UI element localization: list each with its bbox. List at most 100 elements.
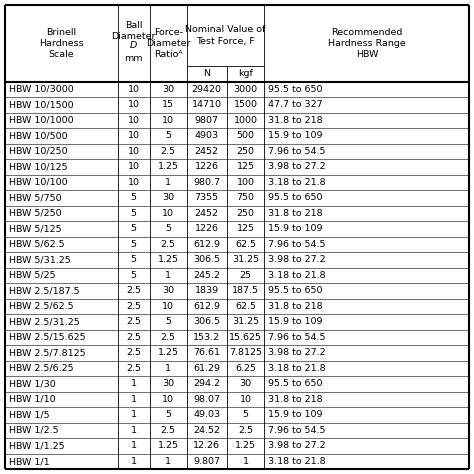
Text: HBW 1/1: HBW 1/1 [9,457,49,466]
Text: 3.98 to 27.2: 3.98 to 27.2 [268,162,326,171]
Text: 15.9 to 109: 15.9 to 109 [268,131,323,140]
Text: HBW 5/31.25: HBW 5/31.25 [9,255,70,264]
Text: 30: 30 [162,85,174,94]
Text: 750: 750 [237,193,255,202]
Text: 187.5: 187.5 [232,286,259,295]
Text: 1: 1 [131,395,137,404]
Text: HBW 2.5/15.625: HBW 2.5/15.625 [9,333,85,342]
Text: 1: 1 [165,364,171,373]
Text: 3.18 to 21.8: 3.18 to 21.8 [268,271,326,280]
Text: 12.26: 12.26 [193,441,220,450]
Text: 10: 10 [128,147,140,156]
Text: 1: 1 [131,380,137,389]
Text: HBW 10/125: HBW 10/125 [9,162,67,171]
Text: 1.25: 1.25 [158,255,179,264]
Text: 76.61: 76.61 [193,348,220,357]
Text: 1.25: 1.25 [158,441,179,450]
Text: 15.9 to 109: 15.9 to 109 [268,410,323,419]
Text: 5: 5 [131,240,137,249]
Text: 31.8 to 218: 31.8 to 218 [268,209,323,218]
Text: 95.5 to 650: 95.5 to 650 [268,380,323,389]
Text: 5: 5 [165,224,171,233]
Text: 25: 25 [239,271,252,280]
Text: 612.9: 612.9 [193,240,220,249]
Text: 306.5: 306.5 [193,318,220,327]
Text: 10: 10 [162,302,174,311]
Text: HBW 2.5/6.25: HBW 2.5/6.25 [9,364,73,373]
Text: 4903: 4903 [195,131,219,140]
Text: 7.96 to 54.5: 7.96 to 54.5 [268,426,326,435]
Text: 306.5: 306.5 [193,255,220,264]
Text: Brinell
Hardness
Scale: Brinell Hardness Scale [39,27,83,59]
Text: 98.07: 98.07 [193,395,220,404]
Text: 2.5: 2.5 [126,333,141,342]
Text: 7.96 to 54.5: 7.96 to 54.5 [268,333,326,342]
Text: 6.25: 6.25 [235,364,256,373]
Text: 2.5: 2.5 [126,302,141,311]
Text: 31.8 to 218: 31.8 to 218 [268,395,323,404]
Text: 95.5 to 650: 95.5 to 650 [268,286,323,295]
Text: 1: 1 [131,441,137,450]
Text: 10: 10 [162,116,174,125]
Text: 5: 5 [131,271,137,280]
Text: Recommended
Hardness Range
HBW: Recommended Hardness Range HBW [328,27,406,59]
Text: 15.625: 15.625 [229,333,262,342]
Text: 1.25: 1.25 [158,348,179,357]
Text: Force-
Diameter
Ratioᴬ: Force- Diameter Ratioᴬ [146,27,191,59]
Text: HBW 5/750: HBW 5/750 [9,193,61,202]
Text: 1.25: 1.25 [158,162,179,171]
Text: 1.25: 1.25 [235,441,256,450]
Text: HBW 10/1000: HBW 10/1000 [9,116,73,125]
Text: HBW 1/1.25: HBW 1/1.25 [9,441,64,450]
Text: 3000: 3000 [234,85,257,94]
Text: HBW 1/10: HBW 1/10 [9,395,55,404]
Text: 10: 10 [239,395,252,404]
Text: 5: 5 [165,318,171,327]
Text: kgf: kgf [238,70,253,78]
Text: 30: 30 [239,380,252,389]
Text: N: N [203,70,210,78]
Text: 7.96 to 54.5: 7.96 to 54.5 [268,147,326,156]
Text: HBW 10/3000: HBW 10/3000 [9,85,73,94]
Text: HBW 2.5/31.25: HBW 2.5/31.25 [9,318,79,327]
Text: 62.5: 62.5 [235,240,256,249]
Text: 245.2: 245.2 [193,271,220,280]
Text: HBW 10/100: HBW 10/100 [9,178,67,187]
Text: 2452: 2452 [195,147,219,156]
Text: 24.52: 24.52 [193,426,220,435]
Text: HBW 10/250: HBW 10/250 [9,147,67,156]
Text: 95.5 to 650: 95.5 to 650 [268,85,323,94]
Text: 3.18 to 21.8: 3.18 to 21.8 [268,178,326,187]
Text: 2.5: 2.5 [161,147,176,156]
Text: 3.98 to 27.2: 3.98 to 27.2 [268,348,326,357]
Text: 5: 5 [131,193,137,202]
Text: 125: 125 [237,162,255,171]
Text: 1226: 1226 [195,162,219,171]
Text: 10: 10 [128,85,140,94]
Text: HBW 2.5/7.8125: HBW 2.5/7.8125 [9,348,85,357]
Text: 125: 125 [237,224,255,233]
Text: Nominal Value of
Test Force, F: Nominal Value of Test Force, F [185,26,266,46]
Text: 62.5: 62.5 [235,302,256,311]
Text: 2.5: 2.5 [126,364,141,373]
Text: 30: 30 [162,193,174,202]
Text: 30: 30 [162,380,174,389]
Text: mm: mm [124,55,143,63]
Text: 1: 1 [131,457,137,466]
Text: 2452: 2452 [195,209,219,218]
Text: 2.5: 2.5 [126,348,141,357]
Text: 1: 1 [165,178,171,187]
Text: Ball
Diameter: Ball Diameter [111,21,156,41]
Text: 10: 10 [128,131,140,140]
Text: 250: 250 [237,147,255,156]
Text: 5: 5 [131,255,137,264]
Text: 1: 1 [131,410,137,419]
Text: 5: 5 [131,209,137,218]
Text: 10: 10 [128,100,140,109]
Text: 47.7 to 327: 47.7 to 327 [268,100,323,109]
Text: 61.29: 61.29 [193,364,220,373]
Text: 10: 10 [128,178,140,187]
Text: HBW 5/125: HBW 5/125 [9,224,61,233]
Text: 294.2: 294.2 [193,380,220,389]
Text: HBW 10/500: HBW 10/500 [9,131,67,140]
